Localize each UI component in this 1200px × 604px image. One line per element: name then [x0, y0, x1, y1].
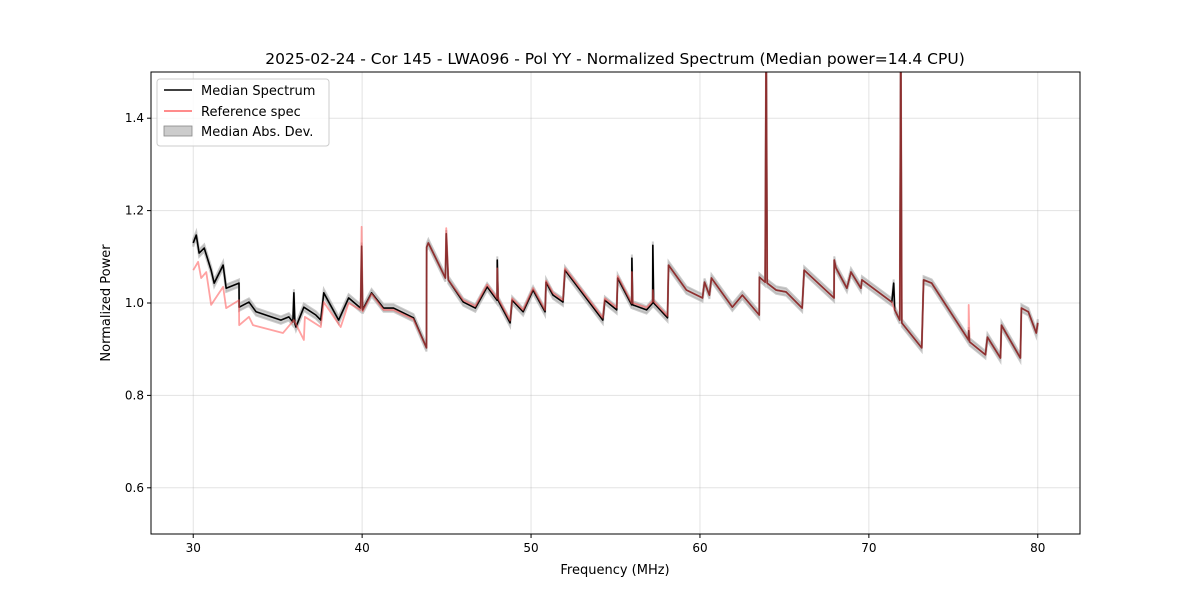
- legend-mad-label: Median Abs. Dev.: [201, 125, 313, 140]
- y-tick-label: 1.2: [125, 204, 144, 218]
- legend: Median Spectrum Reference spec Median Ab…: [156, 78, 330, 147]
- x-tick-label: 70: [861, 541, 876, 555]
- x-tick-label: 80: [1030, 541, 1045, 555]
- chart-title: 2025-02-24 - Cor 145 - LWA096 - Pol YY -…: [265, 50, 965, 68]
- y-tick-label: 0.8: [125, 388, 144, 402]
- x-axis-label: Frequency (MHz): [560, 563, 669, 578]
- x-tick-label: 30: [186, 541, 201, 555]
- y-tick-label: 1.4: [125, 111, 144, 125]
- x-tick-label: 50: [523, 541, 538, 555]
- plot-area: [192, 72, 1039, 366]
- x-tick-label: 60: [692, 541, 707, 555]
- legend-median-label: Median Spectrum: [201, 84, 315, 99]
- y-tick-label: 1.0: [125, 296, 144, 310]
- legend-box: [156, 78, 330, 147]
- reference-spectrum-line: [192, 72, 1039, 359]
- x-tick-label: 40: [354, 541, 369, 555]
- legend-mad-swatch: [163, 125, 193, 137]
- ticks: 30 40 50 60 70 80 0.6 0.8 1.0 1.2 1.4: [125, 111, 1046, 555]
- grid: [151, 72, 1080, 534]
- legend-reference-label: Reference spec: [201, 105, 301, 120]
- y-axis-label: Normalized Power: [99, 244, 114, 362]
- y-tick-label: 0.6: [125, 481, 144, 495]
